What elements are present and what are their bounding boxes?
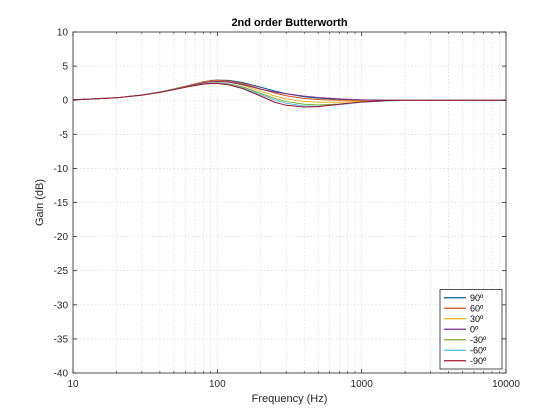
y-tick-label: -40	[54, 369, 69, 380]
series-line	[72, 82, 506, 108]
legend-label: -60º	[470, 345, 487, 355]
y-tick-label: 10	[57, 28, 69, 39]
legend-label: 0º	[470, 324, 479, 334]
y-axis-title: Gain (dB)	[34, 179, 46, 226]
legend-label: -30º	[470, 335, 487, 345]
y-tick-label: -5	[59, 130, 68, 141]
axis-ticks: 10 100 1000 10000 10 5 0 -5 -10 -15 -20 -25 -30 -35 -4…	[54, 28, 521, 391]
grid	[73, 32, 506, 373]
series-lines	[72, 79, 506, 108]
y-tick-label: 5	[62, 62, 68, 73]
y-tick-label: -35	[54, 334, 69, 345]
x-axis-title: Frequency (Hz)	[252, 393, 328, 405]
y-tick-label: -30	[54, 300, 69, 311]
x-tick-label: 10000	[492, 379, 520, 390]
y-tick-label: 0	[62, 96, 68, 107]
y-tick-label: -25	[54, 266, 69, 277]
legend-label: -90º	[470, 356, 487, 366]
series-line	[72, 80, 506, 103]
legend-label: 30º	[470, 314, 484, 324]
x-tick-label: 1000	[351, 379, 374, 390]
y-tick-label: -10	[54, 164, 69, 175]
legend-label: 60º	[470, 303, 484, 313]
x-tick-label: 100	[209, 379, 226, 390]
series-line	[72, 79, 506, 101]
chart-title: 2nd order Butterworth	[231, 17, 347, 29]
series-line	[72, 80, 506, 102]
series-line	[72, 79, 506, 101]
x-tick-label: 10	[67, 379, 79, 390]
y-tick-label: -20	[54, 232, 69, 243]
y-tick-label: -15	[54, 198, 69, 209]
legend-label: 90º	[470, 293, 484, 303]
